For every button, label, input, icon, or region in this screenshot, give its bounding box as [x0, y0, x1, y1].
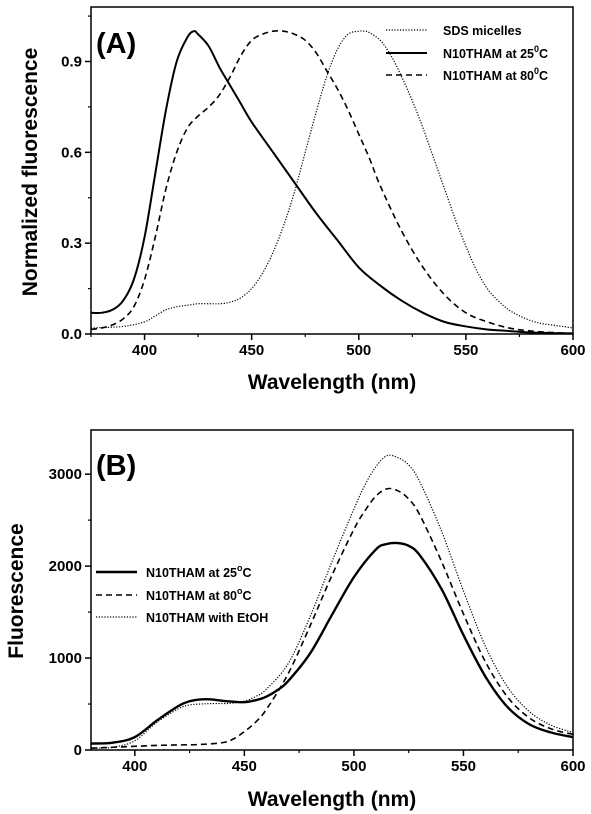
- panel-b-x-tick-label: 550: [451, 758, 476, 775]
- legend-item-80c: N10THAM at 800C: [386, 66, 548, 83]
- legend-label-b-80c: N10THAM at 80oC: [146, 586, 252, 603]
- panel-a-x-tick-label: 550: [453, 342, 478, 359]
- panel-a-series-80c-line: [91, 30, 573, 334]
- panel-b-label: (B): [96, 450, 136, 482]
- panel-a-x-tick-label: 450: [239, 342, 264, 359]
- panel-b-axes: 400 450 500 550 600 0 1000 2000 3000: [49, 466, 586, 775]
- panel-b-series-25c-line: [91, 541, 573, 745]
- panel-b-x-tick-label: 500: [341, 758, 366, 775]
- legend-item-b-etoh: N10THAM with EtOH: [96, 611, 268, 625]
- legend-item-sds-micelles: SDS micelles: [386, 24, 522, 38]
- panel-a-x-axis-title: Wavelength (nm): [248, 371, 416, 394]
- panel-b-x-tick-label: 600: [560, 758, 585, 775]
- panel-a-y-axis-title: Normalized fluorescence: [19, 48, 42, 297]
- panel-a-x-tick-label: 500: [346, 342, 371, 359]
- legend-label-b-etoh: N10THAM with EtOH: [146, 611, 268, 625]
- panel-b-y-tick-label: 0: [74, 742, 82, 759]
- legend-item-b-25c: N10THAM at 25oC: [96, 563, 252, 580]
- legend-item-25c: N10THAM at 250C: [386, 44, 548, 61]
- panel-a-axes: 400 450 500 550 600 0.0 0.3 0.6 0.9: [61, 15, 586, 359]
- panel-b-series-etoh-line: [91, 454, 573, 749]
- panel-b-frame: [90, 429, 574, 751]
- legend-label-25c: N10THAM at 250C: [443, 44, 548, 61]
- chart-panel-b: (B) 400 450 500 550 600 0 1000 2000 3000 N10THAM…: [5, 429, 586, 811]
- legend-label-80c: N10THAM at 800C: [443, 66, 548, 83]
- panel-a-legend: SDS micelles N10THAM at 250C N10THAM at …: [386, 24, 548, 83]
- panel-a-y-tick-label: 0.0: [61, 326, 82, 343]
- panel-b-x-tick-label: 400: [122, 758, 147, 775]
- panel-a-y-tick-label: 0.6: [61, 144, 82, 161]
- legend-label-b-25c: N10THAM at 25oC: [146, 563, 252, 580]
- panel-b-y-tick-label: 1000: [49, 650, 82, 667]
- panel-a-x-tick-label: 400: [132, 342, 157, 359]
- panel-a-x-tick-label: 600: [560, 342, 585, 359]
- panel-a-frame: [90, 6, 574, 335]
- chart-panel-a: (A) 400 450 500 550 600 0.0 0.3 0.6 0.9 SDS mice…: [19, 6, 586, 394]
- panel-b-y-tick-label: 2000: [49, 558, 82, 575]
- panel-a-series-sds-micelles-line: [91, 30, 573, 329]
- panel-a-y-tick-label: 0.3: [61, 235, 82, 252]
- panel-b-x-tick-label: 450: [232, 758, 257, 775]
- panel-a-label: (A): [96, 28, 136, 60]
- panel-b-y-tick-label: 3000: [49, 466, 82, 483]
- panel-b-series-80c-line: [91, 487, 573, 749]
- legend-label-sds-micelles: SDS micelles: [443, 24, 522, 38]
- panel-a-y-tick-label: 0.9: [61, 54, 82, 71]
- panel-b-y-axis-title: Fluorescence: [5, 523, 28, 658]
- panel-a-series-25c-line: [91, 30, 573, 334]
- legend-item-b-80c: N10THAM at 80oC: [96, 586, 252, 603]
- panel-b-x-axis-title: Wavelength (nm): [248, 788, 416, 811]
- panel-b-legend: N10THAM at 25oC N10THAM at 80oC N10THAM …: [96, 563, 268, 625]
